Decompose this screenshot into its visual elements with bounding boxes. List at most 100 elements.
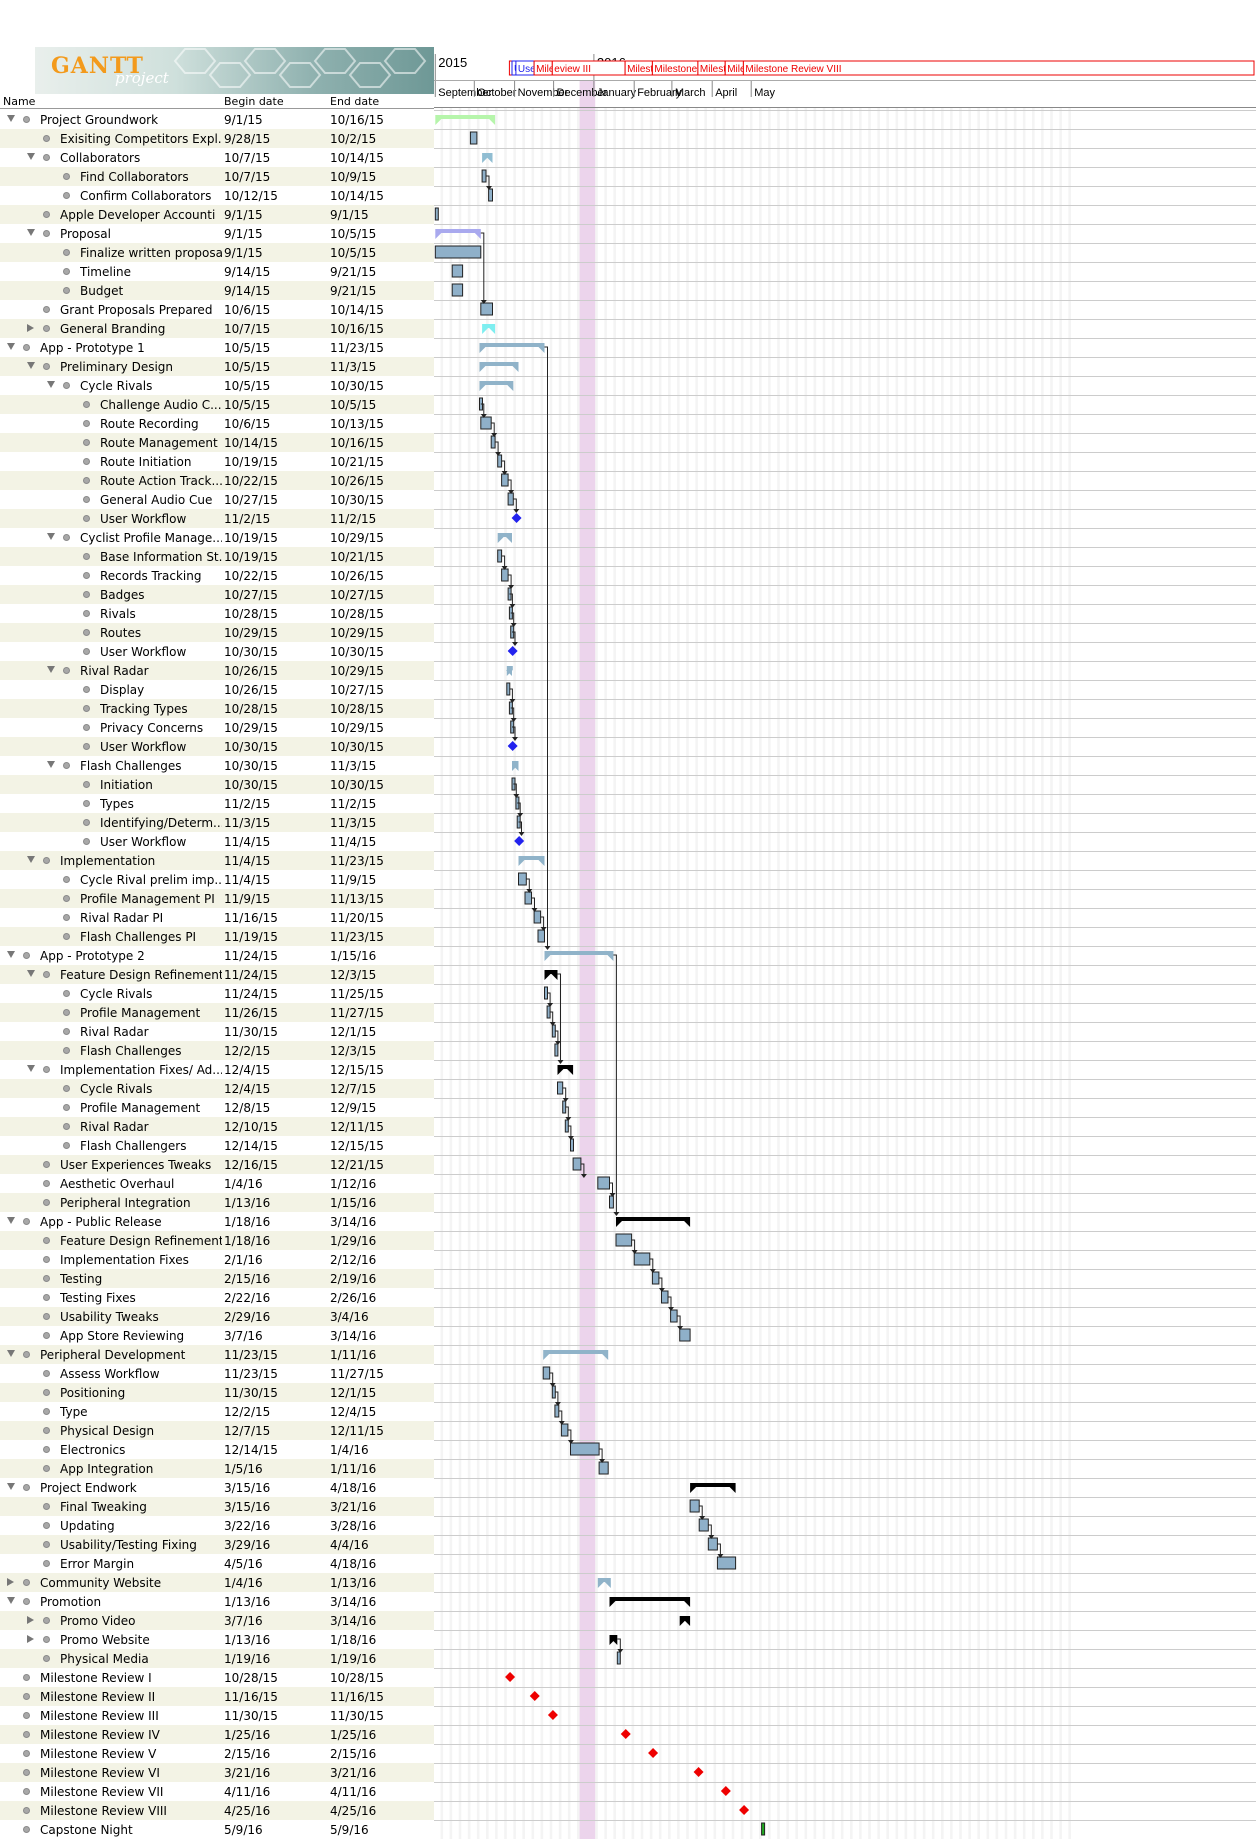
task-bar[interactable] [761, 1822, 766, 1836]
task-row[interactable]: Flash Challenges 12/2/15 12/3/15 [0, 1041, 434, 1060]
expand-triangle-icon[interactable] [27, 1616, 34, 1624]
task-bar[interactable] [451, 283, 464, 297]
task-row[interactable]: Preliminary Design 10/5/15 11/3/15 [0, 357, 434, 376]
expand-triangle-icon[interactable] [7, 1578, 14, 1586]
task-bar[interactable] [570, 1442, 600, 1456]
task-row[interactable]: Routes 10/29/15 10/29/15 [0, 623, 434, 642]
task-bar[interactable] [490, 435, 496, 449]
collapse-triangle-icon[interactable] [27, 856, 35, 863]
task-row[interactable]: Rival Radar 11/30/15 12/1/15 [0, 1022, 434, 1041]
summary-bar[interactable] [609, 1597, 691, 1601]
task-row[interactable]: Challenge Audio C... 10/5/15 10/5/15 [0, 395, 434, 414]
task-row[interactable]: Aesthetic Overhaul 1/4/16 1/12/16 [0, 1174, 434, 1193]
task-row[interactable]: Promo Video 3/7/16 3/14/16 [0, 1611, 434, 1630]
task-row[interactable]: Types 11/2/15 11/2/15 [0, 794, 434, 813]
task-bar[interactable] [597, 1176, 611, 1190]
task-bar[interactable] [497, 549, 503, 563]
milestone-diamond[interactable] [739, 1805, 750, 1815]
task-row[interactable]: Positioning 11/30/15 12/1/15 [0, 1383, 434, 1402]
task-row[interactable]: Route Action Track... 10/22/15 10/26/15 [0, 471, 434, 490]
task-row[interactable]: Physical Design 12/7/15 12/11/15 [0, 1421, 434, 1440]
collapse-triangle-icon[interactable] [7, 1350, 15, 1357]
expand-triangle-icon[interactable] [27, 1635, 34, 1643]
task-row[interactable]: Testing Fixes 2/22/16 2/26/16 [0, 1288, 434, 1307]
task-row[interactable]: Profile Management 12/8/15 12/9/15 [0, 1098, 434, 1117]
task-row[interactable]: Implementation Fixes/ Ad... 12/4/15 12/15/… [0, 1060, 434, 1079]
milestone-diamond[interactable] [648, 1748, 659, 1758]
milestone-diamond[interactable] [507, 741, 518, 751]
summary-bar[interactable] [497, 533, 512, 537]
task-bar[interactable] [670, 1309, 678, 1323]
summary-bar[interactable] [512, 761, 519, 765]
collapse-triangle-icon[interactable] [7, 115, 15, 122]
summary-bar[interactable] [482, 153, 493, 157]
task-row[interactable]: App - Prototype 2 11/24/15 1/15/16 [0, 946, 434, 965]
collapse-triangle-icon[interactable] [47, 533, 55, 540]
task-bar[interactable] [572, 1157, 582, 1171]
task-bar[interactable] [524, 891, 532, 905]
task-bar[interactable] [451, 264, 464, 278]
task-row[interactable]: Display 10/26/15 10/27/15 [0, 680, 434, 699]
task-row[interactable]: Base Information St... 10/19/15 10/21/15 [0, 547, 434, 566]
milestone-diamond[interactable] [620, 1729, 631, 1739]
task-row[interactable]: Type 12/2/15 12/4/15 [0, 1402, 434, 1421]
task-bar[interactable] [469, 131, 478, 145]
task-row[interactable]: Tracking Types 10/28/15 10/28/15 [0, 699, 434, 718]
task-row[interactable]: Route Recording 10/6/15 10/13/15 [0, 414, 434, 433]
collapse-triangle-icon[interactable] [7, 1217, 15, 1224]
task-bar[interactable] [609, 1195, 614, 1209]
task-row[interactable]: Final Tweaking 3/15/16 3/21/16 [0, 1497, 434, 1516]
task-row[interactable]: Project Groundwork 9/1/15 10/16/15 [0, 110, 434, 129]
task-bar[interactable] [434, 245, 482, 259]
task-row[interactable]: Peripheral Development 11/23/15 1/11/16 [0, 1345, 434, 1364]
task-row[interactable]: Cycle Rival prelim imp... 11/4/15 11/9/15 [0, 870, 434, 889]
task-row[interactable]: Privacy Concerns 10/29/15 10/29/15 [0, 718, 434, 737]
task-row[interactable]: Timeline 9/14/15 9/21/15 [0, 262, 434, 281]
summary-bar[interactable] [479, 343, 545, 347]
task-bar[interactable] [716, 1556, 737, 1570]
collapse-triangle-icon[interactable] [7, 951, 15, 958]
summary-bar[interactable] [616, 1217, 691, 1221]
summary-bar[interactable] [482, 324, 496, 328]
task-row[interactable]: Physical Media 1/19/16 1/19/16 [0, 1649, 434, 1668]
summary-bar[interactable] [557, 1065, 574, 1069]
task-row[interactable]: Cycle Rivals 12/4/15 12/7/15 [0, 1079, 434, 1098]
summary-bar[interactable] [506, 666, 513, 670]
task-row[interactable]: App Integration 1/5/16 1/11/16 [0, 1459, 434, 1478]
summary-bar[interactable] [435, 115, 496, 119]
task-row[interactable]: Milestone Review I 10/28/15 10/28/15 [0, 1668, 434, 1687]
summary-bar[interactable] [544, 970, 558, 974]
task-bar[interactable] [506, 682, 511, 696]
collapse-triangle-icon[interactable] [7, 343, 15, 350]
task-row[interactable]: Milestone Review II 11/16/15 11/16/15 [0, 1687, 434, 1706]
collapse-triangle-icon[interactable] [27, 970, 35, 977]
task-bar[interactable] [557, 1081, 564, 1095]
task-row[interactable]: Peripheral Integration 1/13/16 1/15/16 [0, 1193, 434, 1212]
task-row[interactable]: Project Endwork 3/15/16 4/18/16 [0, 1478, 434, 1497]
milestone-diamond[interactable] [693, 1767, 704, 1777]
task-row[interactable]: Flash Challenges PI 11/19/15 11/23/15 [0, 927, 434, 946]
task-row[interactable]: Profile Management PI 11/9/15 11/13/15 [0, 889, 434, 908]
task-row[interactable]: App - Public Release 1/18/16 3/14/16 [0, 1212, 434, 1231]
task-row[interactable]: Identifying/Determ... 11/3/15 11/3/15 [0, 813, 434, 832]
task-bar[interactable] [533, 910, 542, 924]
task-row[interactable]: Rival Radar 12/10/15 12/11/15 [0, 1117, 434, 1136]
summary-bar[interactable] [518, 856, 545, 860]
milestone-diamond[interactable] [547, 1710, 558, 1720]
task-bar[interactable] [616, 1651, 621, 1665]
task-row[interactable]: Initiation 10/30/15 10/30/15 [0, 775, 434, 794]
task-bar[interactable] [560, 1423, 569, 1437]
task-row[interactable]: User Workflow 10/30/15 10/30/15 [0, 737, 434, 756]
task-row[interactable]: Milestone Review VI 3/21/16 3/21/16 [0, 1763, 434, 1782]
column-header-name[interactable]: Name [3, 95, 36, 108]
task-bar[interactable] [434, 207, 439, 221]
task-row[interactable]: Collaborators 10/7/15 10/14/15 [0, 148, 434, 167]
task-row[interactable]: Usability/Testing Fixing 3/29/16 4/4/16 [0, 1535, 434, 1554]
collapse-triangle-icon[interactable] [7, 1483, 15, 1490]
task-row[interactable]: Route Initiation 10/19/15 10/21/15 [0, 452, 434, 471]
task-row[interactable]: Grant Proposals Prepared 10/6/15 10/14/15 [0, 300, 434, 319]
task-bar[interactable] [615, 1233, 633, 1247]
task-bar[interactable] [542, 1366, 551, 1380]
task-bar[interactable] [488, 188, 493, 202]
task-bar[interactable] [480, 416, 492, 430]
